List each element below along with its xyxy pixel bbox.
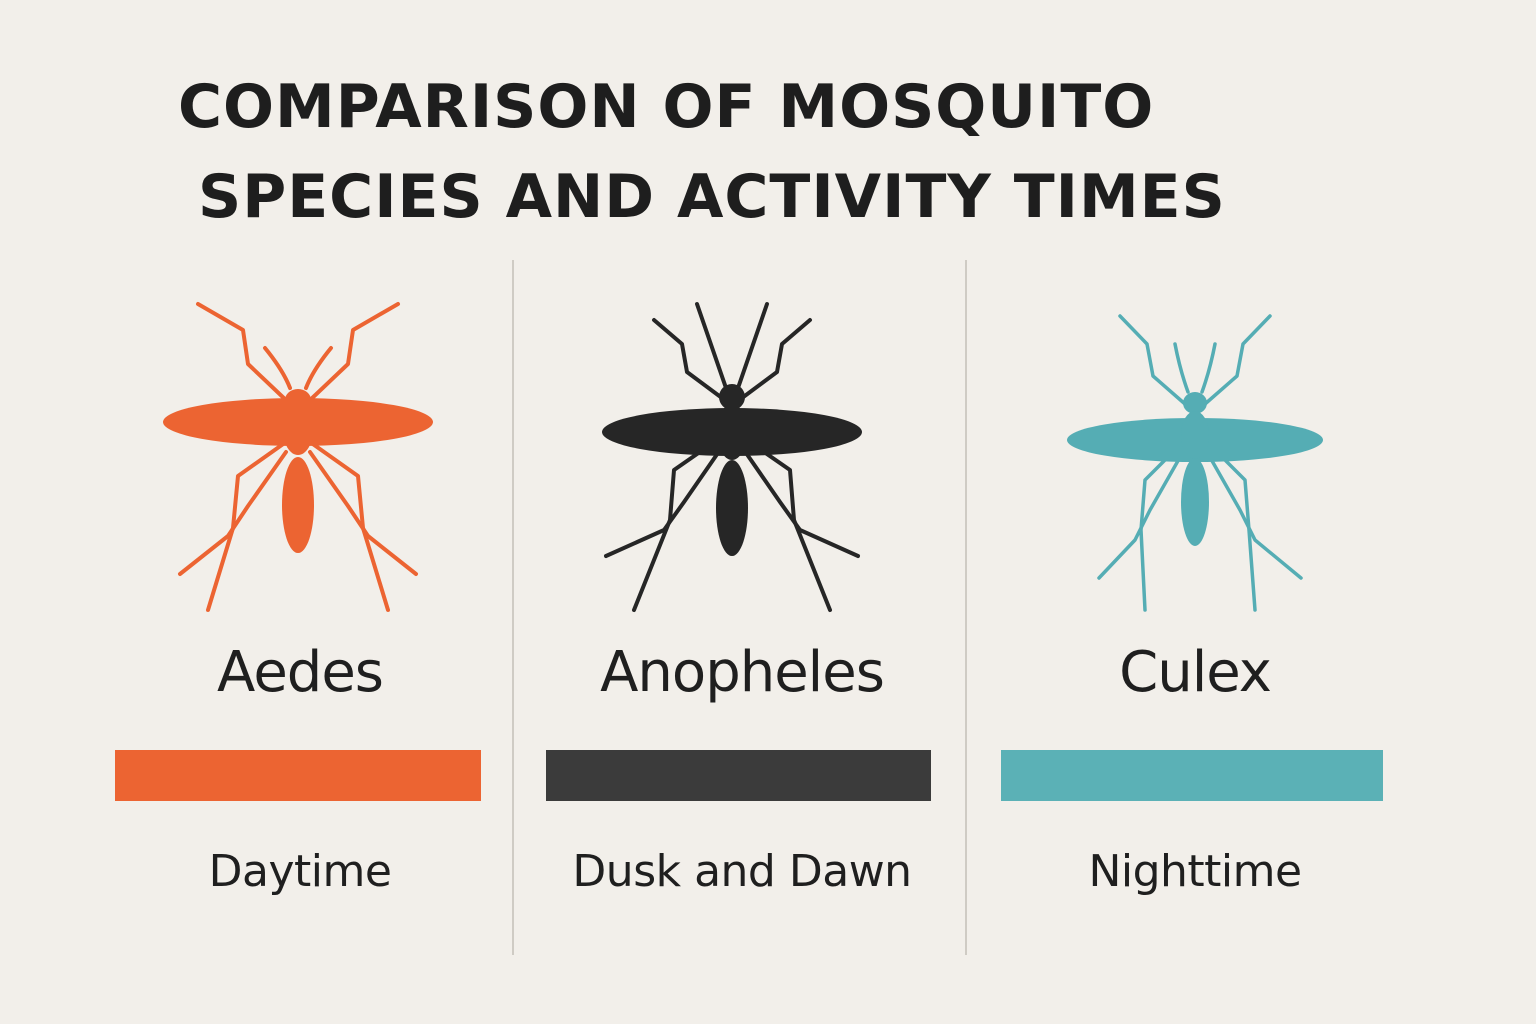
activity-bar	[1001, 750, 1383, 801]
species-name: Culex	[1119, 640, 1272, 705]
anopheles-mosquito-icon	[602, 302, 862, 612]
activity-time: Dusk and Dawn	[572, 846, 912, 897]
activity-bar	[115, 750, 481, 801]
activity-time: Daytime	[208, 846, 392, 897]
activity-bar	[546, 750, 931, 801]
culex-mosquito-icon	[1067, 314, 1323, 612]
title-line-1: COMPARISON OF MOSQUITO	[178, 72, 1155, 142]
species-name: Anopheles	[600, 640, 885, 705]
aedes-mosquito-icon	[163, 302, 433, 612]
column-divider	[965, 260, 967, 955]
column-divider	[512, 260, 514, 955]
page-title: COMPARISON OF MOSQUITO SPECIES AND ACTIV…	[178, 62, 1358, 242]
activity-time: Nighttime	[1088, 846, 1302, 897]
title-line-2: SPECIES AND ACTIVITY TIMES	[198, 162, 1226, 232]
species-name: Aedes	[217, 640, 384, 705]
